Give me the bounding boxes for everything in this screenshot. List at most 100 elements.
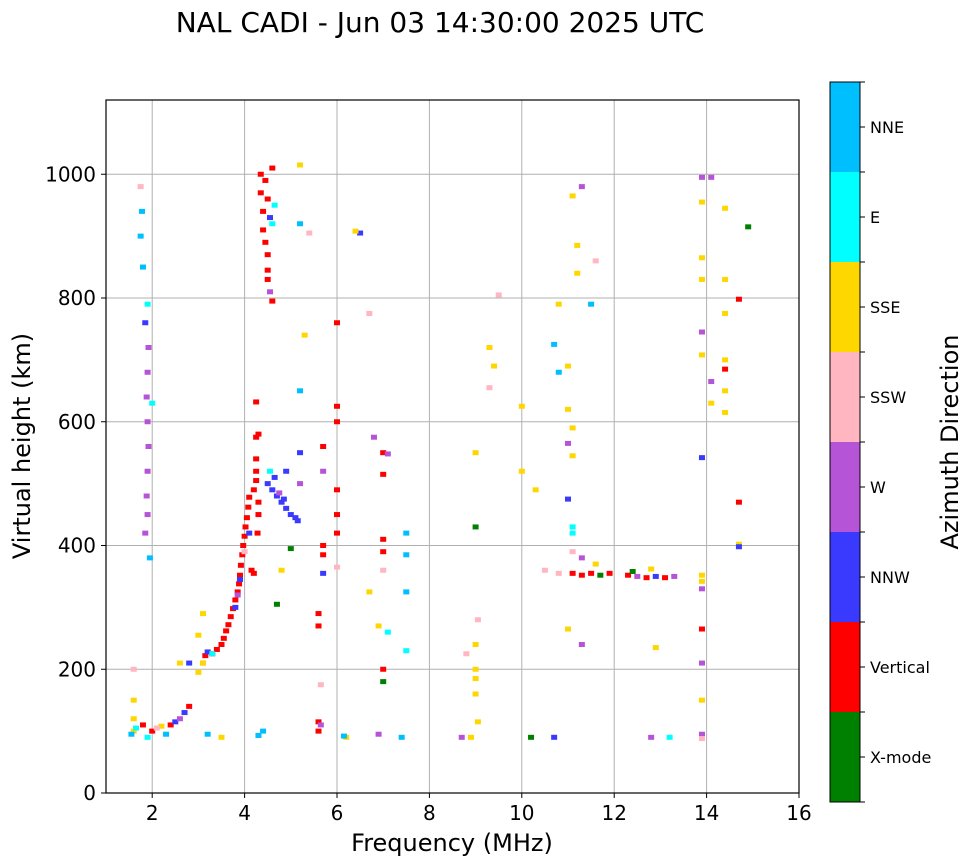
- y-tick-label: 600: [58, 410, 96, 434]
- echo-point: [380, 536, 387, 542]
- echo-point: [472, 450, 479, 456]
- echo-point: [260, 728, 267, 734]
- colorbar-label-vertical: Vertical: [870, 658, 930, 677]
- x-tick-label: 10: [509, 801, 534, 825]
- echo-point: [130, 697, 137, 703]
- echo-point: [144, 301, 151, 307]
- echo-point: [142, 530, 149, 536]
- echo-point: [253, 399, 260, 405]
- y-tick-label: 400: [58, 534, 96, 558]
- echo-point: [592, 561, 599, 567]
- echo-point: [292, 515, 299, 521]
- echo-point: [735, 499, 742, 505]
- echo-point: [267, 289, 274, 295]
- echo-point: [246, 530, 253, 536]
- echo-point: [241, 549, 248, 555]
- echo-point: [273, 601, 280, 607]
- echo-point: [403, 552, 410, 558]
- echo-point: [144, 512, 151, 518]
- echo-point: [551, 341, 558, 347]
- echo-point: [253, 434, 260, 440]
- echo-point: [472, 676, 479, 682]
- echo-point: [234, 589, 241, 595]
- echo-point: [735, 296, 742, 302]
- echo-point: [569, 453, 576, 459]
- echo-point: [273, 493, 280, 499]
- echo-point: [722, 205, 729, 211]
- echo-point: [287, 512, 294, 518]
- echo-point: [250, 570, 257, 576]
- echo-point: [569, 530, 576, 536]
- echo-point: [698, 572, 705, 578]
- echo-point: [486, 345, 493, 350]
- echo-point: [128, 731, 135, 737]
- echo-point: [698, 352, 705, 358]
- x-tick-label: 16: [786, 801, 811, 825]
- echo-point: [195, 632, 202, 638]
- echo-point: [380, 567, 387, 573]
- echo-point: [357, 230, 364, 236]
- echo-point: [708, 379, 715, 385]
- echo-point: [648, 734, 655, 740]
- echo-point: [698, 697, 705, 703]
- echo-point: [220, 635, 227, 641]
- echo-point: [518, 468, 525, 474]
- echo-point: [352, 228, 359, 234]
- echo-point: [262, 177, 269, 183]
- echo-point: [592, 258, 599, 264]
- echo-point: [698, 174, 705, 180]
- echo-point: [745, 224, 752, 230]
- echo-point: [698, 626, 705, 632]
- echo-point: [213, 646, 220, 652]
- echo-point: [269, 165, 276, 171]
- echo-point: [578, 555, 585, 561]
- echo-point: [234, 592, 241, 598]
- echo-point: [186, 703, 193, 709]
- echo-point: [320, 444, 327, 449]
- y-tick-label: 200: [58, 657, 96, 681]
- x-tick-label: 2: [146, 801, 159, 825]
- echo-point: [315, 623, 322, 629]
- echo-point: [518, 403, 525, 409]
- echo-point: [209, 651, 216, 657]
- echo-point: [334, 512, 340, 518]
- echo-point: [246, 494, 253, 500]
- echo-point: [555, 570, 562, 576]
- echo-point: [320, 468, 327, 474]
- echo-point: [366, 310, 373, 316]
- echo-point: [648, 566, 655, 572]
- data-marks: [128, 162, 752, 742]
- echo-point: [317, 682, 324, 688]
- echo-point: [145, 345, 152, 350]
- echo-point: [255, 431, 262, 437]
- colorbar-segment: [830, 172, 860, 262]
- echo-point: [283, 468, 290, 474]
- echo-point: [130, 728, 137, 734]
- echo-point: [578, 572, 585, 578]
- echo-point: [380, 450, 387, 456]
- echo-point: [260, 227, 267, 233]
- echo-point: [565, 363, 571, 369]
- echo-point: [722, 276, 729, 282]
- echo-point: [139, 208, 146, 214]
- echo-point: [722, 366, 729, 372]
- echo-point: [722, 357, 729, 363]
- echo-point: [225, 622, 232, 628]
- echo-point: [253, 478, 260, 484]
- echo-point: [264, 252, 271, 258]
- echo-point: [532, 487, 539, 493]
- echo-point: [491, 363, 498, 369]
- echo-point: [264, 481, 271, 487]
- echo-point: [722, 409, 729, 415]
- echo-point: [301, 332, 308, 338]
- echo-point: [698, 731, 705, 737]
- echo-point: [565, 626, 571, 632]
- colorbar-label-x-mode: X-mode: [870, 748, 931, 767]
- y-tick-label: 800: [58, 286, 96, 310]
- colorbar-segment: [830, 622, 860, 712]
- echo-point: [320, 570, 327, 576]
- colorbar-segment: [830, 442, 860, 532]
- echo-point: [375, 623, 382, 629]
- echo-point: [375, 731, 382, 737]
